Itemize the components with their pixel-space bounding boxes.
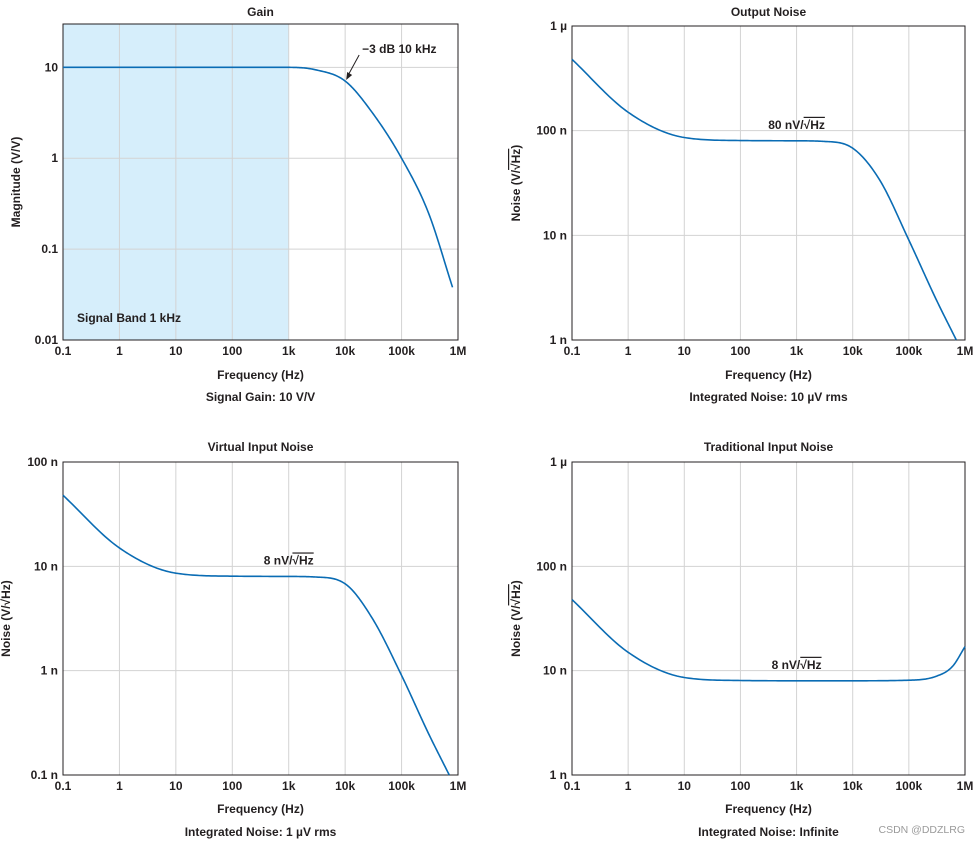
- series-line: [571, 599, 966, 682]
- x-tick-label: 1M: [957, 779, 974, 793]
- y-tick-label: 0.01: [35, 333, 59, 347]
- x-tick-label: 10: [678, 779, 692, 793]
- y-axis-label-end: ): [509, 145, 523, 149]
- y-tick-label: 100 n: [536, 559, 567, 573]
- x-axis-label: Frequency (Hz): [725, 802, 812, 816]
- signal-band-label: Signal Band 1 kHz: [77, 311, 181, 325]
- series-line: [571, 58, 958, 341]
- y-tick-label: 1 µ: [550, 455, 567, 469]
- y-tick-label: 0.1 n: [31, 768, 58, 782]
- chart-panel-4: 0.1 1 10 100 1k 10k 100k 1M 1 n 10 n 100 n 1 µ Tradi…: [509, 440, 973, 839]
- chart-caption: Signal Gain: 10 V/V: [206, 390, 315, 404]
- annotation-label: −3 dB 10 kHz: [362, 42, 436, 56]
- y-tick-label: 1 n: [550, 768, 567, 782]
- annotation-label: 80 nV/√Hz: [768, 118, 825, 132]
- plot-frame: [571, 461, 966, 776]
- x-tick-label: 1: [625, 344, 632, 358]
- y-tick-label: 1: [51, 151, 58, 165]
- y-axis-label-end: ): [0, 580, 13, 584]
- x-tick-label: 100k: [896, 779, 923, 793]
- x-tick-label: 100: [730, 779, 750, 793]
- y-axis-label-main: Noise (V/: [509, 605, 523, 657]
- x-tick-label: 10: [678, 344, 692, 358]
- y-axis-label: Noise (V/√Hz): [509, 580, 523, 657]
- annotation-label-sqrt: √Hz: [800, 658, 821, 672]
- y-axis-label-sqrt: √Hz: [509, 584, 523, 605]
- annotation-label-value: 8 nV/: [772, 658, 801, 672]
- x-tick-label: 100: [222, 344, 242, 358]
- x-axis-label: Frequency (Hz): [217, 802, 304, 816]
- chart-title: Virtual Input Noise: [208, 440, 314, 454]
- x-tick-label: 100k: [388, 779, 415, 793]
- x-tick-label: 1M: [450, 344, 467, 358]
- chart-panel-3: 0.1 1 10 100 1k 10k 100k 1M 0.1 n 1 n 10 n 100 n Vir…: [0, 440, 466, 839]
- plot-frame: [571, 25, 966, 341]
- x-axis-label: Frequency (Hz): [217, 368, 304, 382]
- chart-title: Traditional Input Noise: [704, 440, 834, 454]
- chart-panel-2: 0.1 1 10 100 1k 10k 100k 1M 1 n 10 n 100 n 1 µ Outpu…: [509, 5, 973, 404]
- chart-caption: Integrated Noise: Infinite: [698, 825, 839, 839]
- x-tick-label: 1k: [790, 779, 804, 793]
- x-tick-label: 10k: [843, 344, 863, 358]
- y-axis-label-main: Noise (V/: [509, 169, 523, 221]
- annotation-label-sqrt: √Hz: [292, 553, 313, 567]
- chart-caption: Integrated Noise: 1 µV rms: [185, 825, 337, 839]
- y-tick-label: 0.1: [41, 242, 58, 256]
- annotation-label: 8 nV/√Hz: [264, 553, 314, 567]
- x-tick-label: 1M: [450, 779, 467, 793]
- x-tick-label: 100k: [896, 344, 923, 358]
- y-axis-label: Magnitude (V/V): [9, 137, 23, 228]
- chart-title: Gain: [247, 5, 274, 19]
- x-tick-label: 10k: [335, 779, 355, 793]
- y-tick-label: 1 n: [550, 333, 567, 347]
- plot-frame: [62, 461, 459, 776]
- x-tick-label: 100k: [388, 344, 415, 358]
- y-tick-label: 10 n: [543, 228, 567, 242]
- chart-panel-1: 0.1 1 10 100 1k 10k 100k 1M0.010.1110GainFreque…: [9, 5, 466, 404]
- x-tick-label: 1: [116, 344, 123, 358]
- y-axis-label-end: ): [509, 580, 523, 584]
- x-tick-label: 10: [169, 779, 183, 793]
- x-tick-label: 100: [730, 344, 750, 358]
- annotation-label-sqrt: √Hz: [804, 118, 825, 132]
- y-tick-label: 1 n: [41, 664, 58, 678]
- x-tick-label: 1k: [790, 344, 804, 358]
- chart-caption: Integrated Noise: 10 µV rms: [689, 390, 848, 404]
- series-line: [63, 66, 454, 288]
- y-tick-label: 100 n: [27, 455, 58, 469]
- annotation-label-value: 8 nV/: [264, 553, 293, 567]
- x-tick-label: 0.1: [55, 344, 72, 358]
- watermark: CSDN @DDZLRG: [878, 824, 966, 836]
- x-tick-label: 10k: [335, 344, 355, 358]
- annotation-arrowhead: [346, 72, 353, 81]
- y-tick-label: 1 µ: [550, 19, 567, 33]
- y-axis-label-sqrt: √Hz: [0, 584, 13, 605]
- y-axis-label: Noise (V/√Hz): [0, 580, 13, 657]
- y-tick-label: 10 n: [543, 664, 567, 678]
- x-tick-label: 100: [222, 779, 242, 793]
- x-tick-label: 10: [169, 344, 183, 358]
- y-tick-label: 10: [45, 60, 59, 74]
- x-tick-label: 1: [116, 779, 123, 793]
- x-tick-label: 1M: [957, 344, 974, 358]
- chart-title: Output Noise: [731, 5, 807, 19]
- x-tick-label: 1k: [282, 344, 296, 358]
- x-tick-label: 10k: [843, 779, 863, 793]
- plot-frame: [62, 23, 459, 341]
- y-axis-label-main: Noise (V/: [0, 605, 13, 657]
- y-axis-label-sqrt: √Hz: [509, 149, 523, 170]
- x-tick-label: 0.1: [564, 779, 581, 793]
- annotation-label-value: 80 nV/: [768, 118, 804, 132]
- series-line: [62, 494, 450, 776]
- x-axis-label: Frequency (Hz): [725, 368, 812, 382]
- x-tick-label: 1: [625, 779, 632, 793]
- y-axis-label: Noise (V/√Hz): [509, 145, 523, 222]
- annotation-label: 8 nV/√Hz: [772, 658, 822, 672]
- x-tick-label: 0.1: [564, 344, 581, 358]
- y-tick-label: 10 n: [34, 559, 58, 573]
- x-tick-label: 1k: [282, 779, 296, 793]
- y-tick-label: 100 n: [536, 124, 567, 138]
- x-tick-label: 0.1: [55, 779, 72, 793]
